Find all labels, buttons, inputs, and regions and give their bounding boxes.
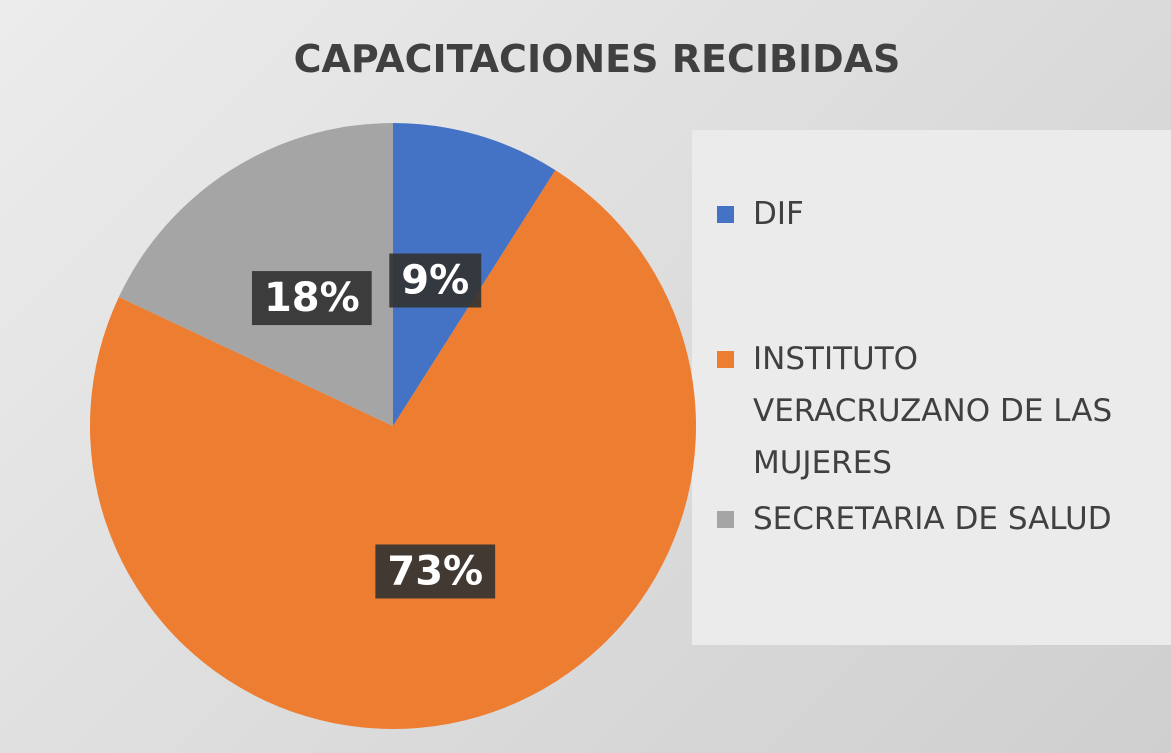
data-label: 18% [251, 271, 372, 326]
data-label-text: 9% [401, 258, 469, 304]
legend-item: INSTITUTO VERACRUZANO DE LAS MUJERES [717, 333, 1153, 489]
legend-label: DIF [753, 196, 804, 232]
data-label: 73% [375, 544, 496, 599]
data-label-box [389, 253, 482, 308]
legend-swatch [717, 206, 734, 223]
data-label-text: 18% [264, 275, 360, 321]
data-label-box [251, 271, 372, 326]
legend-label: INSTITUTO VERACRUZANO DE LAS MUJERES [753, 341, 1113, 481]
legend-label: SECRETARIA DE SALUD [753, 501, 1112, 537]
data-label: 9% [389, 253, 482, 308]
legend-swatch [717, 351, 734, 368]
legend-item: DIF [717, 188, 1171, 240]
legend-swatch [717, 511, 734, 528]
legend: DIF INSTITUTO VERACRUZANO DE LAS MUJERES S… [692, 130, 1171, 645]
legend-item: SECRETARIA DE SALUD [717, 493, 1171, 545]
chart-title: CAPACITACIONES RECIBIDAS [294, 37, 901, 81]
pie-slice [90, 170, 696, 729]
data-label-text: 73% [387, 548, 483, 594]
data-label-box [375, 544, 496, 599]
